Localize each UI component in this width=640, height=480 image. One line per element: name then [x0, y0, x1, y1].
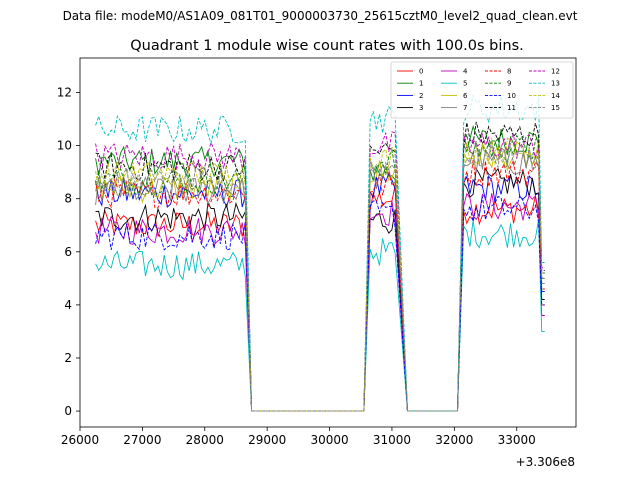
legend-label-2: 2: [419, 92, 423, 100]
legend-label-9: 9: [507, 80, 511, 88]
legend-label-12: 12: [551, 68, 560, 76]
series-line-3: [95, 167, 545, 412]
series-line-14: [95, 137, 545, 412]
x-tick-label: 28000: [186, 433, 224, 447]
chart-title: Quadrant 1 module wise count rates with …: [130, 38, 524, 54]
y-tick-label: 12: [57, 86, 72, 100]
x-tick-label: 33000: [498, 433, 536, 447]
series-line-9: [95, 133, 545, 412]
legend-label-7: 7: [463, 104, 467, 112]
legend-label-1: 1: [419, 80, 423, 88]
y-tick-label: 4: [64, 298, 72, 312]
series-line-8: [95, 159, 545, 412]
y-tick-label: 8: [64, 192, 72, 206]
series-line-10: [95, 194, 545, 412]
series-line-12: [95, 131, 545, 412]
legend-label-15: 15: [551, 104, 560, 112]
legend-label-14: 14: [551, 92, 560, 100]
legend-label-5: 5: [463, 80, 467, 88]
plot-frame: [79, 57, 577, 428]
series-line-11: [95, 121, 545, 412]
x-tick-label: 31000: [373, 433, 411, 447]
series-line-13: [95, 93, 545, 412]
legend-box: [390, 61, 574, 119]
legend-label-3: 3: [419, 104, 423, 112]
x-tick-label: 27000: [123, 433, 161, 447]
series-line-15: [95, 141, 545, 412]
legend-label-0: 0: [419, 68, 423, 76]
x-offset-label: +3.306e8: [516, 455, 575, 469]
x-tick-label: 29000: [248, 433, 286, 447]
y-tick-label: 0: [64, 404, 72, 418]
x-tick-label: 30000: [310, 433, 348, 447]
series-line-4: [95, 192, 545, 412]
chart-suptitle: Data file: modeM0/AS1A09_081T01_90000037…: [63, 9, 578, 23]
legend-label-4: 4: [463, 68, 468, 76]
x-tick-label: 32000: [435, 433, 473, 447]
y-tick-label: 2: [64, 351, 72, 365]
legend-label-10: 10: [507, 92, 516, 100]
y-tick-label: 6: [64, 245, 72, 259]
series-layer: [95, 93, 545, 412]
y-tick-label: 10: [57, 139, 72, 153]
series-line-0: [95, 185, 545, 412]
series-line-1: [95, 125, 545, 412]
series-line-7: [95, 147, 545, 412]
series-line-5: [95, 219, 545, 412]
legend-label-11: 11: [507, 104, 516, 112]
legend-label-13: 13: [551, 80, 560, 88]
legend-label-6: 6: [463, 92, 468, 100]
x-tick-label: 26000: [61, 433, 99, 447]
axes-layer: 26000 27000 28000 29000 30000 31000 32000 33000…: [57, 57, 577, 447]
legend-label-8: 8: [507, 68, 511, 76]
